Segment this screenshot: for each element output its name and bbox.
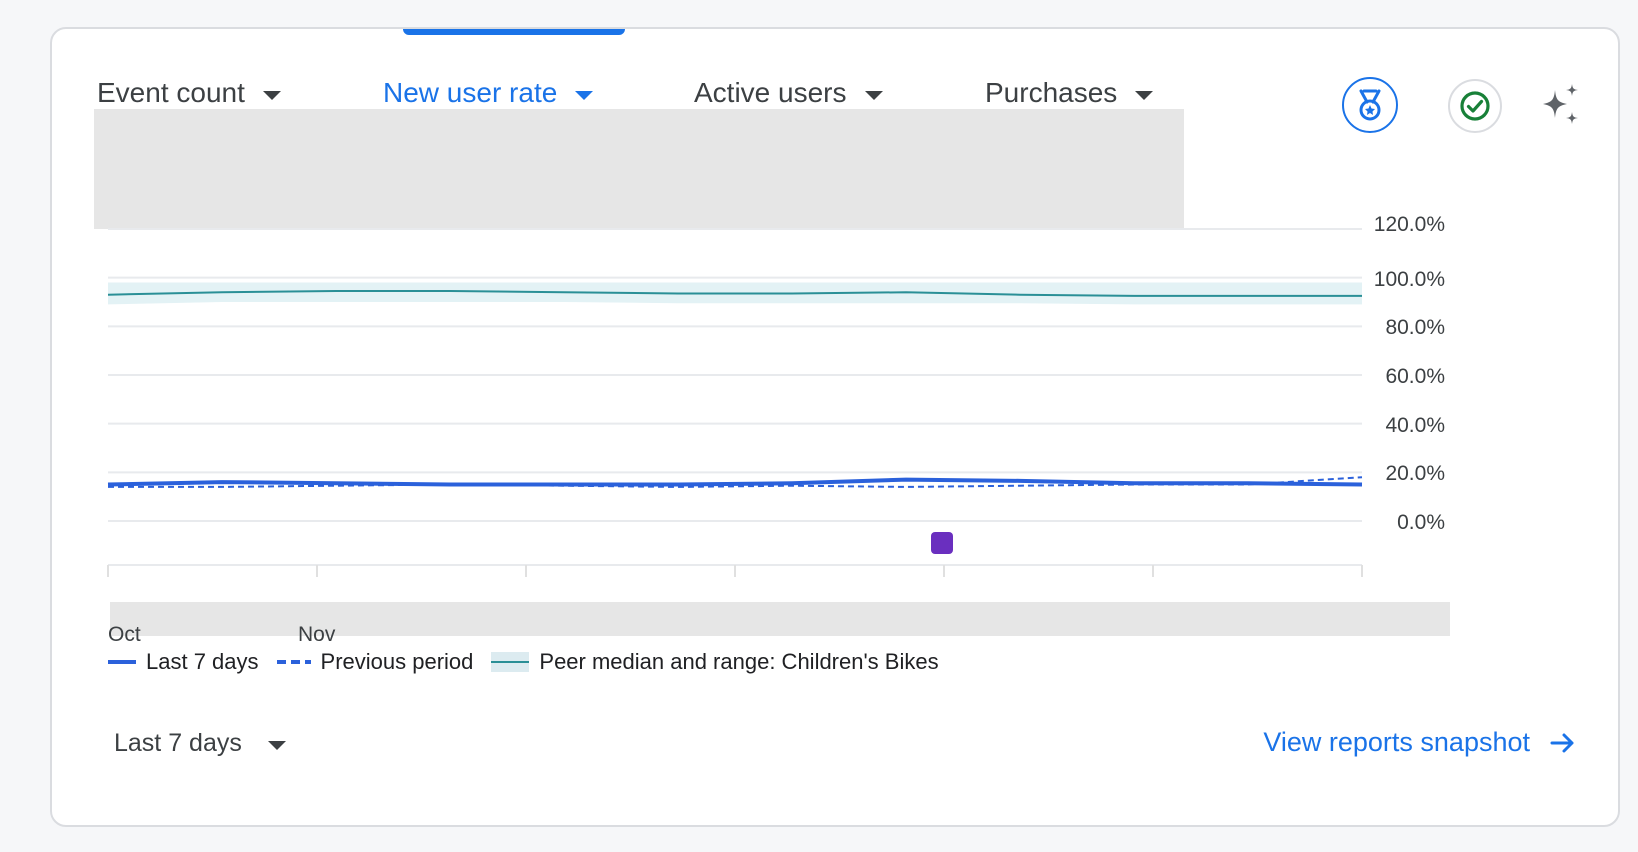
tab-new-user-rate[interactable]: New user rate [383, 73, 594, 113]
y-tick-label: 40.0% [1385, 413, 1445, 437]
tab-label: Event count [97, 77, 245, 108]
legend-label: Peer median and range: Children's Bikes [539, 649, 939, 674]
y-tick-label: 100.0% [1373, 267, 1445, 291]
legend-label: Previous period [320, 649, 474, 674]
legend-item-peer-range: Peer median and range: Children's Bikes [491, 649, 939, 675]
arrow-right-icon [1550, 733, 1574, 752]
x-tick-label: Oct [108, 623, 141, 646]
chevron-down-icon [575, 90, 594, 100]
y-tick-label: 60.0% [1385, 365, 1445, 388]
redacted-axis-block [110, 602, 1450, 636]
check-circle-icon [1460, 91, 1490, 121]
view-reports-snapshot-link[interactable]: View reports snapshot [1263, 727, 1578, 758]
chevron-down-icon [864, 90, 883, 100]
date-range-dropdown[interactable]: Last 7 days [114, 729, 286, 758]
chevron-down-icon [262, 90, 281, 100]
line-chart [107, 228, 1363, 577]
redacted-block [94, 109, 1184, 229]
sparkle-icon [1543, 84, 1578, 124]
dashed-line-swatch [276, 660, 311, 664]
medal-button[interactable] [1342, 77, 1398, 133]
chevron-down-icon [267, 741, 286, 750]
medal-icon [1359, 89, 1381, 121]
tab-label: Purchases [985, 77, 1118, 108]
insights-button[interactable] [1532, 77, 1588, 133]
peer-median-line [107, 290, 1362, 297]
legend-label: Last 7 days [146, 649, 259, 674]
y-tick-label: 120.0% [1373, 213, 1445, 236]
chevron-down-icon [1135, 90, 1154, 100]
legend-item-last-7-days: Last 7 days [108, 649, 259, 675]
tab-label: New user rate [383, 77, 558, 108]
legend-item-previous-period: Previous period [276, 649, 474, 675]
date-range-label: Last 7 days [114, 729, 242, 757]
solid-line-swatch [108, 660, 136, 664]
y-tick-label: 0.0% [1397, 511, 1445, 534]
link-label: View reports snapshot [1263, 727, 1530, 757]
tab-event-count[interactable]: Event count [97, 73, 281, 113]
x-tick-label: Nov [298, 623, 336, 646]
y-tick-label: 20.0% [1385, 462, 1445, 486]
tab-active-users[interactable]: Active users [694, 73, 883, 113]
anomaly-marker [931, 532, 953, 554]
last-7-days-line [107, 477, 1363, 487]
tab-purchases[interactable]: Purchases [985, 73, 1154, 113]
check-button[interactable] [1448, 79, 1502, 133]
tab-label: Active users [694, 77, 847, 108]
band-swatch [491, 652, 530, 672]
overview-card: Event count New user rate Active users P… [50, 27, 1620, 827]
y-tick-label: 80.0% [1385, 316, 1445, 340]
chart-legend: Last 7 days Previous period Peer median … [108, 649, 957, 675]
active-tab-indicator [403, 29, 625, 35]
